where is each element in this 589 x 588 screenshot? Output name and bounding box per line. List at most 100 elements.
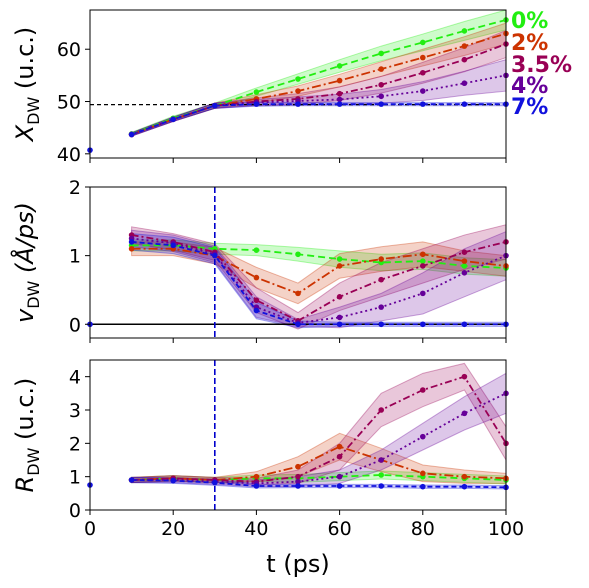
panel-3: 0 20 40 60 80 100 0 1 2 3 4 RDW (u.c.) xyxy=(11,359,524,540)
panel-2: 0 1 2 vDW (Å/ps) xyxy=(10,177,509,343)
data-point xyxy=(461,410,468,417)
data-point xyxy=(461,43,468,49)
data-point xyxy=(295,88,301,94)
data-point xyxy=(461,263,468,269)
y-tick-label: 1 xyxy=(69,467,81,489)
data-point xyxy=(336,77,343,84)
data-point xyxy=(461,56,468,63)
data-point xyxy=(420,470,426,477)
data-point xyxy=(295,478,301,485)
y-axis-label: RDW (u.c.) xyxy=(11,378,43,493)
data-point xyxy=(420,251,426,258)
series-line-0% xyxy=(131,474,506,481)
data-point xyxy=(420,483,426,490)
series-line-2% xyxy=(131,445,506,481)
y-axis-label-main: v xyxy=(11,308,39,323)
data-point xyxy=(420,101,426,107)
legend-label-2: 2% xyxy=(511,31,548,56)
data-point xyxy=(420,39,426,46)
series-line-7% xyxy=(131,241,506,326)
y-tick-label: 60 xyxy=(57,39,81,61)
data-point xyxy=(336,473,343,480)
data-point xyxy=(336,96,343,103)
x-tick-label: 60 xyxy=(328,518,352,540)
y-axis-label: XDW (u.c.) xyxy=(11,27,43,144)
data-point xyxy=(253,274,260,281)
data-point xyxy=(295,290,301,297)
data-point xyxy=(336,63,343,69)
data-point xyxy=(378,50,385,57)
x-tick-label: 80 xyxy=(411,518,435,540)
data-point xyxy=(461,28,468,34)
data-point xyxy=(336,90,343,97)
data-point xyxy=(420,387,426,393)
data-point xyxy=(378,407,385,413)
y-axis-label-main: R xyxy=(11,476,39,493)
band-3.5% xyxy=(131,224,506,330)
legend: 0% 2% 3.5% 4% 7% xyxy=(511,9,572,120)
series-line-0% xyxy=(131,244,506,269)
x-axis-label: t (ps) xyxy=(266,550,330,578)
axes-frame xyxy=(89,9,507,159)
data-point xyxy=(253,101,260,107)
series-line-3.5% xyxy=(131,375,506,483)
data-point xyxy=(336,263,343,269)
data-point xyxy=(378,321,385,328)
data-point xyxy=(420,69,426,76)
x-tick-label: 40 xyxy=(244,518,268,540)
x-tick-label: 20 xyxy=(161,518,185,540)
y-axis-label-sub: DW xyxy=(24,97,43,125)
data-point xyxy=(295,483,301,489)
y-axis-label-unit: (Å/ps) xyxy=(10,202,39,281)
data-point xyxy=(378,93,385,100)
panel-1: 40 50 60 XDW (u.c.) xyxy=(11,9,509,166)
band-7% xyxy=(131,101,506,137)
data-point xyxy=(128,131,135,138)
plot-area xyxy=(90,187,506,338)
data-point xyxy=(295,76,301,82)
data-point xyxy=(461,101,468,107)
data-point xyxy=(420,263,426,269)
data-point xyxy=(461,258,468,264)
y-tick-label: 0 xyxy=(69,314,81,336)
data-point xyxy=(212,252,218,259)
data-point xyxy=(253,297,260,304)
series-line-7% xyxy=(131,103,506,136)
y-axis-label-unit: (u.c.) xyxy=(11,378,39,448)
y-axis-label-sub: DW xyxy=(24,447,43,475)
series-line-7% xyxy=(131,479,506,489)
data-point xyxy=(378,101,385,107)
plot-area xyxy=(131,360,506,510)
data-point xyxy=(378,256,385,262)
series-line-2% xyxy=(131,247,506,295)
data-point xyxy=(420,258,426,264)
data-point xyxy=(336,101,343,107)
legend-label-4: 4% xyxy=(511,74,548,99)
data-point xyxy=(378,276,385,283)
series-line-3.5% xyxy=(131,234,506,322)
series-line-2% xyxy=(131,32,506,136)
x-tick-label: 0 xyxy=(84,518,96,540)
y-axis-label: vDW (Å/ps) xyxy=(10,202,43,323)
axes-frame xyxy=(89,359,507,511)
data-point xyxy=(295,473,301,480)
data-point xyxy=(461,80,468,87)
band-2% xyxy=(131,241,506,305)
data-point xyxy=(295,463,301,470)
data-point xyxy=(336,256,343,262)
plot-area xyxy=(90,10,506,137)
data-point xyxy=(128,245,135,252)
data-point xyxy=(378,457,385,463)
data-point xyxy=(420,88,426,94)
data-point xyxy=(128,239,135,245)
y-tick-label: 2 xyxy=(69,433,81,455)
data-point xyxy=(253,483,260,489)
band-2% xyxy=(131,22,506,137)
band-4% xyxy=(131,59,506,137)
data-point xyxy=(212,102,218,109)
data-point xyxy=(212,479,218,486)
data-point xyxy=(420,433,426,440)
data-point xyxy=(253,89,260,95)
data-point xyxy=(461,473,468,480)
